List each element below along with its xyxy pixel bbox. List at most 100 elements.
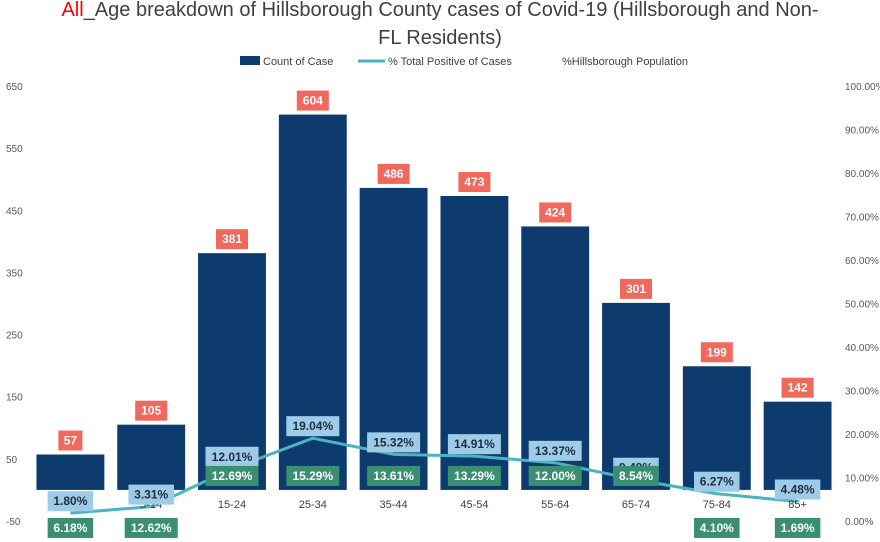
left-axis: 650 550 450 350 250 150 50 -50 xyxy=(6,82,23,528)
left-axis-tick: 350 xyxy=(6,268,23,279)
population-label: 15.29% xyxy=(292,469,333,483)
count-label-box xyxy=(296,90,329,111)
count-label-group: 604 xyxy=(296,90,329,111)
population-label-box xyxy=(124,517,178,538)
legend-label-count: Count of Case xyxy=(263,56,333,68)
pct-positive-label-box xyxy=(367,432,421,453)
count-label-box xyxy=(539,202,572,223)
pct-positive-label-group: 19.04% xyxy=(286,416,340,437)
count-label-box xyxy=(458,171,491,192)
count-label: 57 xyxy=(64,434,78,448)
population-label-group: 1.69% xyxy=(774,517,821,538)
population-label-group: 12.62% xyxy=(124,517,178,538)
category-labels: 0-45-1415-2425-3435-4445-5455-6465-7475-… xyxy=(62,499,806,511)
count-label-box xyxy=(781,377,814,398)
chart-title-line1: All_Age breakdown of Hillsborough County… xyxy=(61,0,818,21)
population-label-group: 8.54% xyxy=(613,465,659,486)
legend-label-pop: %Hillsborough Population xyxy=(562,56,688,68)
bar-series xyxy=(36,114,832,490)
count-label-group: 105 xyxy=(135,400,168,421)
chart-title-main: _Age breakdown of Hillsborough County ca… xyxy=(83,0,819,21)
pct-positive-label-group: 13.37% xyxy=(528,440,582,461)
category-label: 75-84 xyxy=(703,499,731,511)
bar-75-84 xyxy=(682,366,751,490)
pct-positive-label: 12.01% xyxy=(212,450,253,464)
line-series xyxy=(70,436,798,515)
category-label: 45-54 xyxy=(460,499,488,511)
count-label: 473 xyxy=(464,175,484,189)
population-label-box xyxy=(613,465,659,486)
right-axis-tick: 70.00% xyxy=(845,213,879,224)
bar-0-4 xyxy=(36,454,105,490)
bar-5-14 xyxy=(117,424,186,490)
pct-positive-label-group: 15.32% xyxy=(367,432,421,453)
pct-positive-label-box xyxy=(774,479,821,500)
population-label: 12.00% xyxy=(535,469,576,483)
right-axis-tick: 20.00% xyxy=(845,430,879,441)
pct-positive-label: 3.31% xyxy=(134,488,168,502)
pct-positive-label: 14.91% xyxy=(454,437,495,451)
right-axis-tick: 100.00% xyxy=(845,82,880,93)
pct-positive-label-group: 12.01% xyxy=(205,446,259,467)
count-label-group: 473 xyxy=(458,171,491,192)
pct-positive-label: 15.32% xyxy=(373,435,414,449)
right-axis-tick: 50.00% xyxy=(845,300,879,311)
legend-bar-swatch xyxy=(240,56,260,65)
pct-positive-label: 13.37% xyxy=(535,444,576,458)
count-label: 105 xyxy=(141,404,161,418)
left-axis-tick: 250 xyxy=(6,331,23,342)
population-label-group: 13.29% xyxy=(447,465,501,486)
chart-title-prefix: All xyxy=(61,0,83,21)
count-label-box xyxy=(135,400,168,421)
pct-positive-label: 4.48% xyxy=(781,483,815,497)
population-label-group: 15.29% xyxy=(286,465,340,486)
population-label: 4.10% xyxy=(700,521,734,535)
population-label-group: 12.00% xyxy=(528,465,582,486)
right-axis-tick: 90.00% xyxy=(845,126,879,137)
count-label: 486 xyxy=(384,167,404,181)
left-axis-tick: 550 xyxy=(6,144,23,155)
category-label: 85+ xyxy=(788,499,807,511)
count-label: 199 xyxy=(707,345,727,359)
pct-positive-label: 19.04% xyxy=(292,419,333,433)
chart-title-line2: FL Residents) xyxy=(378,27,502,49)
pct-positive-label-group: 4.48% xyxy=(774,479,821,500)
right-axis-tick: 30.00% xyxy=(845,387,879,398)
category-label: 25-34 xyxy=(299,499,327,511)
category-label: 35-44 xyxy=(380,499,408,511)
count-label: 142 xyxy=(788,381,808,395)
population-label-group: 13.61% xyxy=(367,465,421,486)
count-label-group: 424 xyxy=(539,202,572,223)
pct-positive-label-box xyxy=(447,434,501,455)
pct-positive-label: 1.80% xyxy=(53,494,87,508)
count-label-group: 142 xyxy=(781,377,814,398)
right-axis-tick: 80.00% xyxy=(845,169,879,180)
population-label: 13.29% xyxy=(454,469,495,483)
right-axis-tick: 40.00% xyxy=(845,343,879,354)
count-label-box xyxy=(377,163,410,184)
category-label: 55-64 xyxy=(541,499,569,511)
legend: Count of Case % Total Positive of Cases … xyxy=(240,56,688,68)
right-axis: 100.00% 90.00% 80.00% 70.00% 60.00% 50.00% 40.… xyxy=(845,82,880,528)
legend-label-pct: % Total Positive of Cases xyxy=(388,56,512,68)
population-label-box xyxy=(205,465,259,486)
population-label-box xyxy=(694,517,740,538)
left-axis-tick: 650 xyxy=(6,82,23,93)
population-label: 1.69% xyxy=(781,521,815,535)
population-label-box xyxy=(447,465,501,486)
count-label: 604 xyxy=(303,94,323,108)
population-label-group: 12.69% xyxy=(205,465,259,486)
population-label-box xyxy=(286,465,340,486)
pct-positive-label-box xyxy=(694,471,740,492)
count-label-group: 381 xyxy=(216,229,248,250)
population-label-box xyxy=(47,517,94,538)
population-label-box xyxy=(528,465,582,486)
data-labels: 57 105 381 604 486 473 424 301 199 142 1.80% 3.31% 1… xyxy=(47,90,821,538)
pct-positive-label-group: 1.80% xyxy=(47,491,94,512)
population-label-group: 6.18% xyxy=(47,517,94,538)
left-axis-tick: -50 xyxy=(6,517,21,528)
right-axis-tick: 60.00% xyxy=(845,256,879,267)
population-label-box xyxy=(367,465,421,486)
left-axis-tick: 450 xyxy=(6,206,23,217)
pct-positive-label-box xyxy=(205,446,259,467)
